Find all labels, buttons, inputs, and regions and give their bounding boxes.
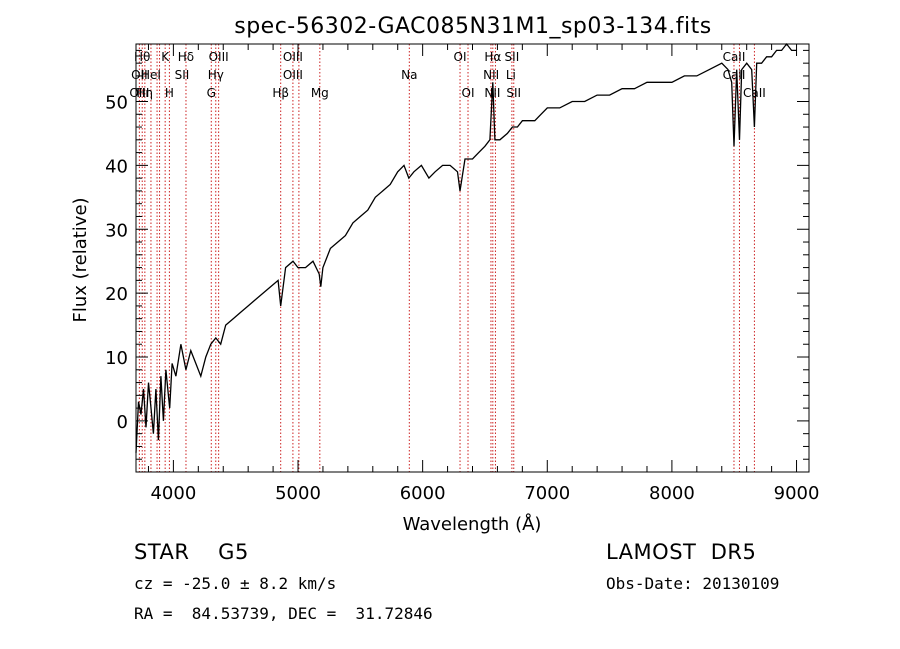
y-tick-label: 30: [105, 220, 128, 241]
line-label: OII: [131, 68, 148, 82]
line-label: OI: [454, 50, 467, 64]
x-tick-label: 9000: [774, 483, 820, 504]
line-label: CaII: [743, 86, 766, 100]
x-tick-label: 7000: [524, 483, 570, 504]
object-classification: STAR G5: [134, 540, 249, 564]
line-label: Li: [506, 68, 516, 82]
line-label: OIII: [209, 50, 229, 64]
line-label: NII: [483, 68, 499, 82]
observation-date: Obs-Date: 20130109: [606, 574, 780, 593]
x-tick-label: 4000: [150, 483, 196, 504]
y-tick-label: 20: [105, 284, 128, 305]
y-tick-label: 0: [117, 412, 128, 433]
line-label: Hβ: [272, 86, 289, 100]
line-label: Hθ: [134, 50, 150, 64]
survey-name: LAMOST DR5: [606, 540, 757, 564]
line-label: H: [165, 86, 174, 100]
line-label: Hδ: [178, 50, 194, 64]
sky-coordinates: RA = 84.53739, DEC = 31.72846: [134, 604, 433, 623]
y-axis-label: Flux (relative): [70, 197, 91, 322]
plot-frame: [135, 43, 810, 473]
spectrum-line: [135, 42, 797, 453]
line-label: K: [161, 50, 170, 64]
y-tick-label: 40: [105, 156, 128, 177]
y-tick-label: 50: [105, 92, 128, 113]
line-label: Hγ: [208, 68, 224, 82]
x-axis-label: Wavelength (Å): [403, 513, 542, 535]
line-label: OIII: [129, 86, 149, 100]
chart-title: spec-56302-GAC085N31M1_sp03-134.fits: [234, 14, 712, 39]
line-label: CaII: [723, 50, 746, 64]
line-label: SII: [506, 86, 521, 100]
plot-axes: 4000 5000 6000 7000 8000 9000 0 10 20 30 40 50: [105, 43, 820, 504]
line-label: Na: [401, 68, 417, 82]
x-tick-label: 6000: [400, 483, 446, 504]
x-tick-label: 5000: [275, 483, 321, 504]
line-label: SII: [505, 50, 520, 64]
line-label: Hη: [136, 86, 153, 100]
line-label: HeI: [141, 68, 161, 82]
reference-lines: [138, 44, 755, 472]
line-label: Mg: [311, 86, 329, 100]
line-label: OIII: [283, 50, 303, 64]
line-label: OI: [462, 86, 475, 100]
line-label: OIII: [283, 68, 303, 82]
x-tick-label: 8000: [649, 483, 695, 504]
line-label: SII: [175, 68, 190, 82]
y-tick-label: 10: [105, 348, 128, 369]
line-label: G: [207, 86, 216, 100]
radial-velocity: cz = -25.0 ± 8.2 km/s: [134, 574, 337, 593]
line-label: Hα: [484, 50, 501, 64]
